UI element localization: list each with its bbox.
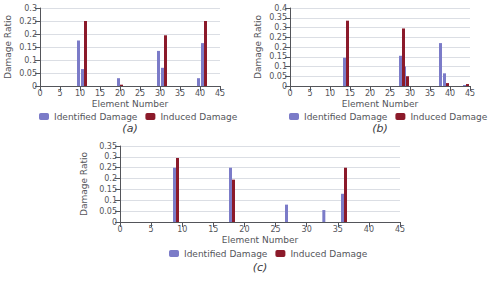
svg-text:40: 40 <box>195 89 205 98</box>
svg-text:Identified Damage: Identified Damage <box>54 112 138 122</box>
svg-text:0.05: 0.05 <box>19 69 37 78</box>
svg-text:Element Number: Element Number <box>92 99 169 109</box>
svg-text:0.4: 0.4 <box>274 4 287 13</box>
svg-text:20: 20 <box>239 225 249 234</box>
svg-text:40: 40 <box>364 225 374 234</box>
svg-text:25: 25 <box>135 89 145 98</box>
svg-text:Identified Damage: Identified Damage <box>304 112 388 122</box>
svg-text:Damage Ratio: Damage Ratio <box>3 15 13 79</box>
svg-text:35: 35 <box>333 225 343 234</box>
svg-text:0: 0 <box>282 82 287 91</box>
svg-text:0.05: 0.05 <box>99 207 117 216</box>
svg-text:45: 45 <box>395 225 405 234</box>
svg-text:Identified Damage: Identified Damage <box>184 249 268 259</box>
svg-text:45: 45 <box>215 89 225 98</box>
svg-text:(a): (a) <box>122 122 137 135</box>
svg-text:0.15: 0.15 <box>269 52 287 61</box>
svg-text:0.1: 0.1 <box>104 196 117 205</box>
svg-text:0: 0 <box>112 218 117 227</box>
svg-text:Element Number: Element Number <box>222 235 299 245</box>
svg-text:5: 5 <box>149 225 154 234</box>
svg-text:(b): (b) <box>372 122 388 135</box>
svg-text:20: 20 <box>365 89 375 98</box>
svg-text:35: 35 <box>425 89 435 98</box>
svg-text:Damage Ratio: Damage Ratio <box>79 152 89 216</box>
svg-text:0.3: 0.3 <box>24 4 37 13</box>
svg-text:35: 35 <box>175 89 185 98</box>
svg-text:40: 40 <box>445 89 455 98</box>
svg-text:30: 30 <box>302 225 312 234</box>
svg-text:30: 30 <box>405 89 415 98</box>
svg-text:Damage Ratio: Damage Ratio <box>253 15 263 79</box>
svg-text:0.15: 0.15 <box>19 43 37 52</box>
svg-text:Induced Damage: Induced Damage <box>410 112 487 122</box>
svg-text:0.35: 0.35 <box>99 142 117 151</box>
svg-text:0: 0 <box>32 82 37 91</box>
svg-text:0.25: 0.25 <box>19 17 37 26</box>
svg-text:0: 0 <box>287 89 292 98</box>
svg-text:5: 5 <box>307 89 312 98</box>
svg-text:(c): (c) <box>253 261 268 274</box>
svg-text:25: 25 <box>385 89 395 98</box>
svg-text:25: 25 <box>270 225 280 234</box>
svg-text:0.15: 0.15 <box>99 185 117 194</box>
svg-text:0.1: 0.1 <box>274 62 287 71</box>
svg-text:10: 10 <box>75 89 85 98</box>
svg-text:15: 15 <box>208 225 218 234</box>
svg-text:0.25: 0.25 <box>269 33 287 42</box>
svg-text:0.2: 0.2 <box>24 30 37 39</box>
svg-text:0.2: 0.2 <box>104 174 117 183</box>
svg-text:15: 15 <box>345 89 355 98</box>
svg-text:10: 10 <box>325 89 335 98</box>
svg-text:0: 0 <box>117 225 122 234</box>
svg-text:0.3: 0.3 <box>104 152 117 161</box>
svg-text:0.3: 0.3 <box>274 23 287 32</box>
svg-text:0.25: 0.25 <box>99 163 117 172</box>
svg-text:Induced Damage: Induced Damage <box>160 112 237 122</box>
svg-text:5: 5 <box>57 89 62 98</box>
svg-text:10: 10 <box>177 225 187 234</box>
svg-text:20: 20 <box>115 89 125 98</box>
svg-text:0.35: 0.35 <box>269 13 287 22</box>
svg-text:0.1: 0.1 <box>24 56 37 65</box>
svg-text:Induced Damage: Induced Damage <box>290 249 367 259</box>
svg-text:0.05: 0.05 <box>269 72 287 81</box>
svg-text:0.2: 0.2 <box>274 43 287 52</box>
svg-text:0: 0 <box>37 89 42 98</box>
svg-text:45: 45 <box>465 89 475 98</box>
svg-text:15: 15 <box>95 89 105 98</box>
svg-text:30: 30 <box>155 89 165 98</box>
svg-text:Element Number: Element Number <box>342 99 419 109</box>
